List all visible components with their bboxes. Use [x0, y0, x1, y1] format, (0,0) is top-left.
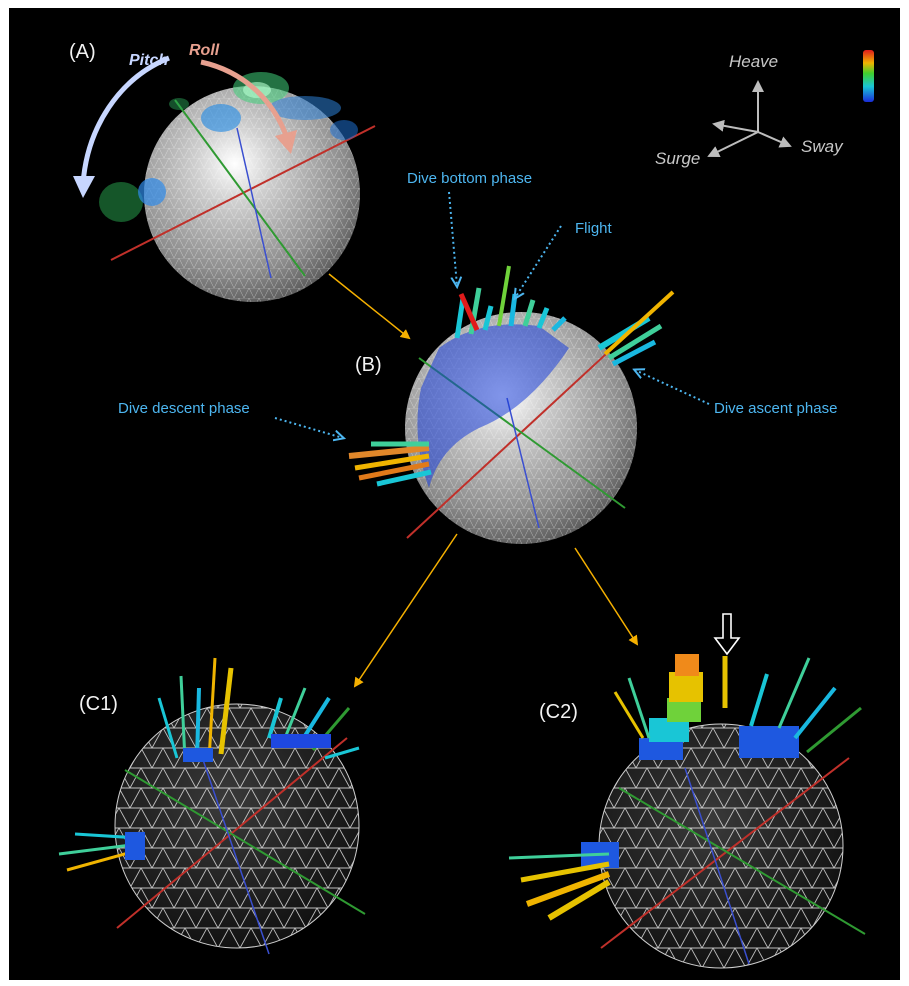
sphere-a-point-clouds: [99, 72, 358, 222]
flight-label: Flight: [575, 220, 612, 237]
panel-label-c2: (C2): [539, 701, 578, 723]
sphere-b-right-bars: [597, 290, 675, 367]
surge-label: Surge: [655, 149, 701, 168]
sphere-a: [73, 55, 376, 302]
pitch-rotation-arrow: [80, 55, 170, 185]
sphere-c1-x-axis: [116, 737, 348, 929]
sphere-a-y-axis: [174, 99, 306, 277]
sphere-b-x-axis: [406, 317, 646, 539]
sphere-b: [348, 265, 675, 544]
sphere-b-top-bars: [454, 265, 567, 339]
flow-arrow-b-to-c2: [574, 547, 639, 646]
panel-label-b: (B): [355, 354, 382, 376]
panel-label-a: (A): [69, 41, 96, 63]
surge-axis-arrow: [707, 131, 759, 157]
colorbar-legend: [863, 50, 874, 102]
roll-arrow-head: [275, 130, 297, 154]
figure-canvas: [58, 50, 874, 969]
flow-arrow-a-to-b: [328, 273, 411, 340]
heave-label: Heave: [729, 52, 779, 71]
axes-triad: [707, 80, 792, 157]
sphere-c2-bars-top: [613, 654, 862, 760]
dive-bottom-label: Dive bottom phase: [407, 170, 533, 187]
sphere-c1-outline: [114, 703, 360, 949]
sphere-b-point-cloud: [417, 324, 569, 488]
sphere-c1-mesh: [115, 704, 359, 948]
flight-pointer: [515, 225, 562, 298]
sphere-c1-bars-top: [157, 657, 360, 762]
sphere-c2: [508, 613, 866, 969]
figure-frame: (A) (B) (C1) (C2) Pitch Roll Heave Sway …: [9, 8, 900, 980]
sphere-c2-x-axis: [600, 757, 850, 949]
dive-descent-label: Dive descent phase: [118, 400, 250, 417]
roll-rotation-arrow: [200, 59, 290, 139]
sphere-c1-z-axis: [198, 747, 270, 955]
dive-ascent-pointer: [635, 370, 710, 405]
sphere-c2-z-axis: [684, 767, 750, 965]
sphere-c1-y-axis: [124, 769, 366, 915]
sway-label: Sway: [801, 137, 843, 156]
sphere-c2-y-axis: [618, 787, 866, 935]
dive-ascent-label: Dive ascent phase: [714, 400, 838, 417]
sphere-a-z-axis: [236, 127, 272, 279]
panel-label-c1: (C1): [79, 693, 118, 715]
dive-descent-pointer: [274, 417, 343, 438]
sway-axis-arrow: [757, 131, 792, 148]
sphere-b-left-bars: [348, 441, 432, 487]
sphere-c1: [58, 657, 366, 955]
dive-bottom-pointer: [448, 191, 457, 286]
sphere-c2-bars-left: [508, 842, 619, 921]
roll-label: Roll: [189, 42, 220, 59]
back-axis-arrow: [712, 119, 759, 133]
pitch-label: Pitch: [129, 52, 169, 69]
flow-arrow-b-to-c1: [353, 533, 458, 688]
pitch-arrow-head: [73, 176, 95, 198]
sphere-c1-bars-left: [58, 832, 145, 872]
sphere-c2-mesh: [599, 724, 843, 968]
hollow-down-arrow-icon: [713, 613, 741, 656]
sphere-b-z-axis: [506, 397, 540, 529]
